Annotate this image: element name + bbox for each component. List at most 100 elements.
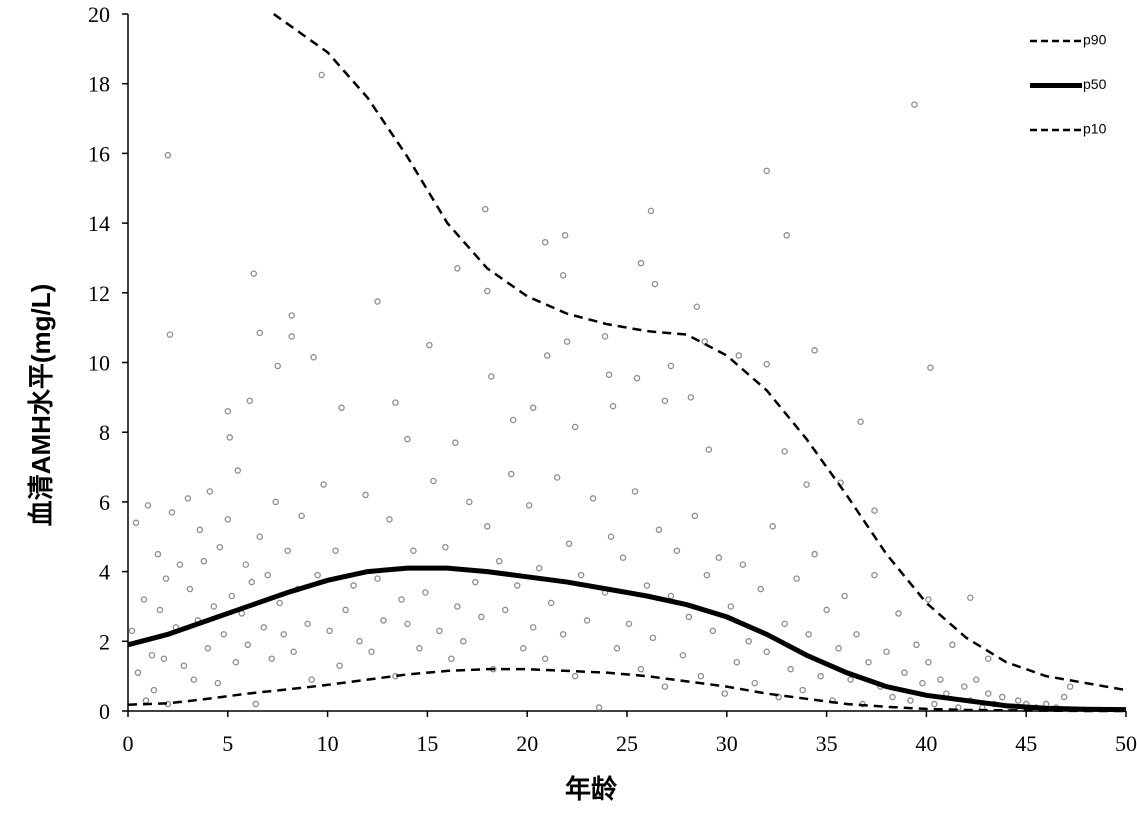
data-point (482, 205, 489, 213)
y-tick-label: 2 (99, 629, 110, 654)
data-point (547, 599, 555, 607)
data-point (290, 648, 297, 656)
data-point (154, 550, 162, 558)
data-point (857, 418, 864, 425)
data-point (160, 655, 168, 662)
data-point (751, 679, 758, 687)
x-tick-label: 30 (716, 731, 738, 756)
data-point (190, 676, 198, 683)
x-tick-label: 5 (222, 731, 233, 756)
data-point (204, 645, 212, 652)
data-point (673, 547, 681, 554)
data-point (577, 571, 585, 579)
y-tick-label: 16 (88, 141, 110, 166)
data-point (631, 488, 639, 495)
data-point (619, 554, 627, 561)
data-point (701, 338, 709, 345)
y-tick-label: 14 (88, 211, 110, 236)
data-point (625, 620, 633, 628)
data-point (571, 423, 579, 431)
data-point (404, 620, 411, 628)
data-point (709, 627, 717, 635)
data-point (484, 523, 491, 530)
data-point (280, 631, 287, 638)
data-point (667, 362, 675, 370)
y-tick-label: 6 (99, 490, 110, 515)
data-point (142, 697, 150, 704)
data-point (643, 582, 651, 589)
data-point (787, 665, 794, 673)
data-point (244, 641, 252, 649)
data-point (422, 589, 429, 596)
data-point (460, 638, 467, 645)
data-point (374, 298, 381, 305)
data-point (687, 394, 695, 401)
data-point (478, 613, 485, 621)
data-point (609, 402, 617, 410)
data-point (180, 662, 188, 669)
data-point (607, 533, 615, 541)
data-point (563, 338, 571, 345)
data-point (442, 543, 449, 551)
data-point (507, 470, 515, 478)
y-axis-label: 血清AMH水平(mg/L) (26, 284, 56, 527)
data-point (342, 606, 349, 614)
data-point (250, 270, 257, 277)
y-tick-label: 12 (88, 281, 110, 306)
data-point (196, 526, 204, 534)
data-point (356, 638, 363, 645)
data-point (685, 613, 693, 621)
data-point (985, 690, 992, 697)
data-point (336, 662, 343, 669)
data-point (466, 498, 473, 506)
data-point (655, 526, 663, 534)
data-point (799, 686, 806, 694)
x-tick-label: 20 (516, 731, 538, 756)
data-point (216, 543, 224, 551)
data-point (927, 364, 934, 371)
data-point (314, 571, 321, 579)
data-point (871, 571, 878, 579)
x-tick-label: 35 (816, 731, 838, 756)
data-point (436, 627, 443, 635)
data-point (733, 658, 741, 666)
data-point (553, 474, 561, 481)
y-tick-label: 0 (99, 699, 110, 724)
data-point (214, 679, 222, 687)
data-point (803, 481, 810, 488)
data-point (811, 347, 818, 354)
data-point (847, 676, 854, 683)
x-tick-label: 45 (1015, 731, 1037, 756)
data-point (426, 341, 433, 349)
data-point (284, 547, 291, 554)
data-point (913, 641, 920, 649)
data-point (226, 434, 234, 441)
data-point (386, 516, 393, 523)
data-point (559, 272, 567, 279)
y-tick-label: 20 (88, 2, 110, 27)
data-point (811, 550, 818, 558)
data-point (252, 700, 259, 708)
data-point (973, 676, 980, 683)
data-point (613, 645, 621, 652)
data-point (667, 592, 675, 600)
data-point (246, 397, 254, 405)
data-point (128, 627, 136, 635)
data-point (186, 585, 194, 593)
data-point (200, 557, 208, 565)
data-point (559, 631, 567, 638)
data-point (853, 631, 860, 638)
data-point (232, 658, 240, 666)
data-point (739, 561, 747, 568)
data-point (691, 512, 699, 520)
data-point (140, 596, 148, 603)
data-point (1066, 683, 1074, 690)
data-point (793, 575, 800, 582)
data-point (326, 627, 333, 635)
data-point (134, 669, 142, 676)
percentile-line (272, 12, 1127, 692)
data-point (256, 329, 263, 337)
data-point (925, 658, 932, 666)
data-point (525, 502, 533, 509)
